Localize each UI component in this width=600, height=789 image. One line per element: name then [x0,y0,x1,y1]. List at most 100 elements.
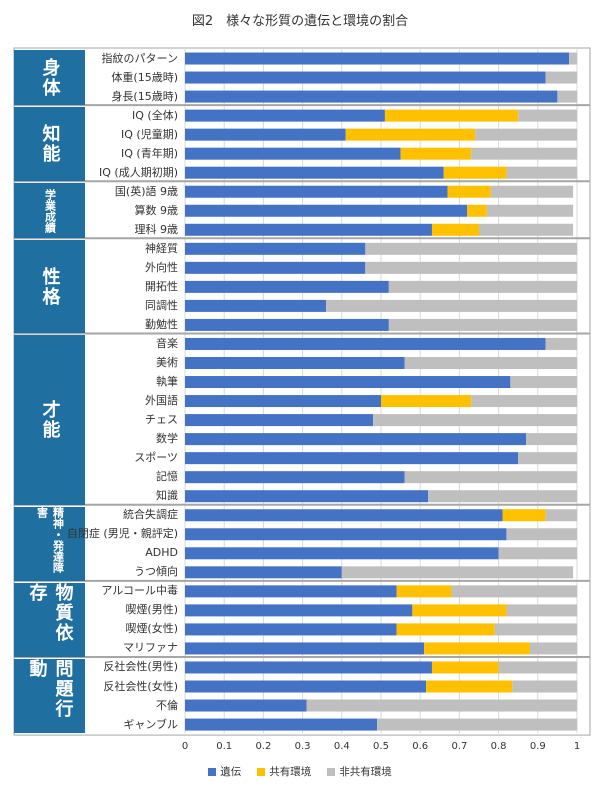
bar-segment-heredity [185,414,374,427]
category-label: チェス [145,413,178,427]
category-label: 執筆 [156,375,178,389]
bar-segment-shared-env [412,604,507,617]
bar-segment-shared-env [345,128,476,141]
category-label: 算数 9歳 [134,203,179,217]
category-label: ADHD [145,546,178,560]
x-tick-label: 0.3 [294,741,311,752]
bar-segment-nonshared-env [498,547,577,560]
bar-segment-heredity [185,547,499,560]
bar-segment-shared-env [424,642,530,655]
category-label: 音楽 [156,336,178,350]
category-label: 勤勉性 [145,317,178,331]
bar-segment-heredity [185,261,366,274]
bar-segment-shared-env [381,395,472,408]
bar-segment-heredity [185,128,346,141]
bar-segment-nonshared-env [479,223,574,236]
bar-segment-heredity [185,623,397,636]
bar-segment-heredity [185,52,570,65]
category-label: 喫煙(女性) [125,622,178,636]
x-tick-label: 0 [181,741,189,752]
category-label: 数学 [156,432,178,446]
chart-title: 図2 様々な形質の遺伝と環境の割合 [191,14,409,29]
x-tick-label: 0.8 [490,741,507,752]
legend-swatch [208,767,217,776]
bar-segment-heredity [185,718,378,731]
bar-segment-heredity [185,90,558,103]
bar-segment-shared-env [447,185,491,198]
bar-segment-shared-env [396,623,495,636]
category-label: IQ (成人期初期) [99,165,178,179]
bar-segment-heredity [185,490,429,503]
x-tick-label: 1 [573,741,581,752]
legend-label: 非共有環境 [339,766,392,778]
bar-segment-heredity [185,147,401,160]
legend-item: 遺伝 [208,764,241,779]
bar-segment-nonshared-env [486,204,574,217]
category-label: IQ (全体) [132,108,178,122]
group-label: 問題行動 [14,658,85,734]
bar-segment-nonshared-env [404,356,577,369]
category-label: IQ (児童期) [121,127,178,141]
bar-segment-heredity [185,242,366,255]
bar-segment-nonshared-env [373,414,577,427]
legend: 遺伝 共有環境 非共有環境 [0,764,600,779]
category-label: 同調性 [145,298,178,312]
category-label: 記憶 [156,470,178,484]
bar-segment-heredity [185,528,507,541]
bar-segment-heredity [185,566,342,579]
category-label: 美術 [156,355,178,369]
bar-segment-shared-env [431,661,499,674]
bar-segment-nonshared-env [490,185,574,198]
category-label: 反社会性(男性) [103,660,178,674]
bar-segment-shared-env [396,585,452,598]
bar-segment-nonshared-env [526,433,577,446]
bar-segment-nonshared-env [545,337,577,350]
bar-segment-nonshared-env [326,299,577,312]
category-label: 自閉症 (男児・親評定) [66,527,178,541]
bar-segment-nonshared-env [494,623,577,636]
bar-segment-shared-env [502,509,546,522]
group-label: 性格 [14,240,85,334]
bar-segment-nonshared-env [529,642,577,655]
bar-segment-heredity [185,699,307,712]
group-label: 学業成績 [14,183,85,239]
category-label: 身長(15歳時) [111,89,178,103]
category-label: マリファナ [123,641,178,655]
bar-segment-heredity [185,337,546,350]
x-tick-label: 0.2 [255,741,272,752]
x-tick-label: 0.1 [216,741,233,752]
bar-segment-nonshared-env [365,261,577,274]
bar-segment-nonshared-env [557,90,577,103]
bar-segment-nonshared-env [512,680,577,693]
x-tick-label: 0.6 [412,741,429,752]
bar-segment-nonshared-env [545,509,577,522]
bar-segment-heredity [185,433,527,446]
legend-label: 遺伝 [220,766,242,778]
category-label: 知識 [156,489,178,503]
category-label: 指紋のパターン [101,51,178,65]
category-label: 不倫 [156,698,178,712]
bar-segment-heredity [185,509,503,522]
bar-segment-shared-env [400,147,472,160]
bar-segment-heredity [185,299,327,312]
category-label: アルコール中毒 [101,584,178,598]
bar-segment-heredity [185,452,519,465]
bar-segment-shared-env [431,223,479,236]
bar-segment-heredity [185,680,427,693]
bar-segment-nonshared-env [506,166,577,179]
bar-segment-shared-env [384,109,519,122]
bar-segment-heredity [185,661,432,674]
group-label-text: 才能 [39,400,61,441]
category-label: ギャンブル [123,717,178,731]
legend-swatch [327,767,336,776]
bar-segment-heredity [185,71,546,84]
category-label: 喫煙(男性) [125,603,178,617]
bar-segment-nonshared-env [498,661,577,674]
category-label: 反社会性(女性) [103,679,178,693]
category-label: 開拓性 [145,279,178,293]
group-label-text: 身体 [39,57,61,98]
legend-item: 非共有環境 [327,764,392,779]
bar-segment-heredity [185,280,389,293]
category-label: IQ (青年期) [121,146,178,160]
